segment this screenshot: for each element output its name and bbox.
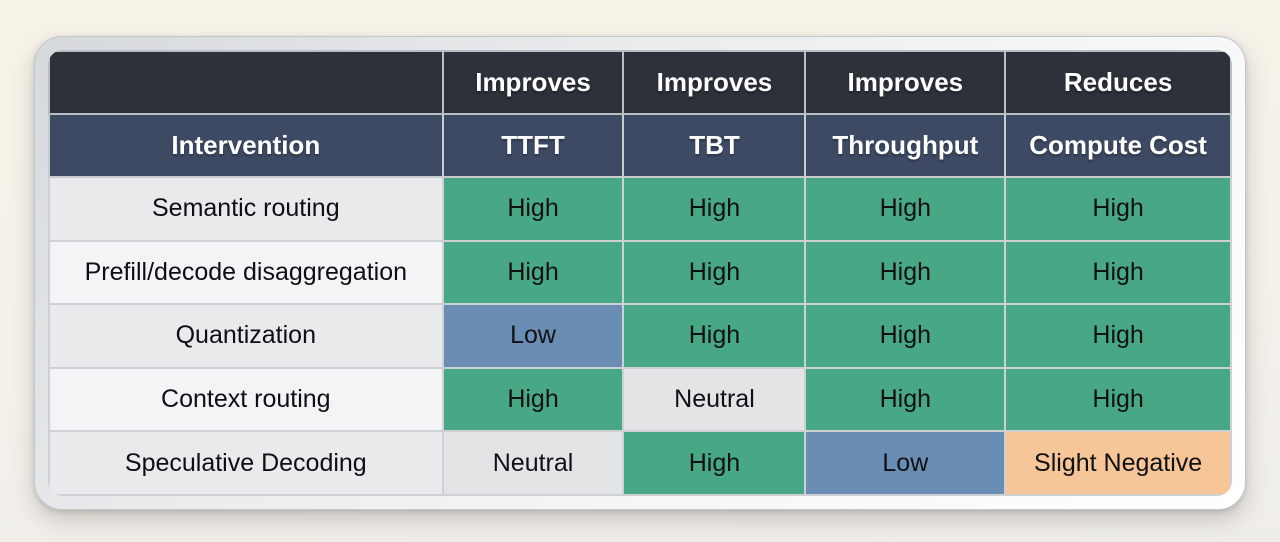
intervention-cell: Speculative Decoding xyxy=(48,430,444,496)
rating-cell-high: High xyxy=(622,239,807,306)
table-row: Quantization Low High High High xyxy=(48,303,1232,369)
header-ttft: TTFT xyxy=(441,113,625,178)
rating-cell-neutral: Neutral xyxy=(622,366,807,433)
table-card: Improves Improves Improves Reduces Inter… xyxy=(34,36,1246,510)
rating-cell-low: Low xyxy=(804,430,1007,496)
intervention-cell: Prefill/decode disaggregation xyxy=(48,239,444,306)
intervention-cell: Semantic routing xyxy=(48,176,444,242)
rating-cell-high: High xyxy=(622,303,807,369)
rating-cell-high: High xyxy=(441,176,625,242)
rating-cell-high: High xyxy=(804,303,1007,369)
interventions-table: Improves Improves Improves Reduces Inter… xyxy=(48,50,1232,496)
table-row: Context routing High Neutral High High xyxy=(48,366,1232,433)
rating-cell-high: High xyxy=(1004,303,1232,369)
header-row-metric: Intervention TTFT TBT Throughput Compute… xyxy=(48,113,1232,178)
header-intervention: Intervention xyxy=(48,113,444,178)
rating-cell-high: High xyxy=(622,176,807,242)
rating-cell-high: High xyxy=(804,239,1007,306)
table-row: Semantic routing High High High High xyxy=(48,176,1232,242)
rating-cell-high: High xyxy=(1004,176,1232,242)
header-throughput: Throughput xyxy=(804,113,1007,178)
table-row: Speculative Decoding Neutral High Low Slight… xyxy=(48,430,1232,496)
rating-cell-high: High xyxy=(441,366,625,433)
rating-cell-low: Low xyxy=(441,303,625,369)
table-row: Prefill/decode disaggregation High High Hig… xyxy=(48,239,1232,306)
header-improves-throughput: Improves xyxy=(804,50,1007,115)
header-blank-cell xyxy=(48,50,444,115)
rating-cell-high: High xyxy=(1004,239,1232,306)
rating-cell-high: High xyxy=(441,239,625,306)
table-frame-inner: Improves Improves Improves Reduces Inter… xyxy=(48,50,1232,496)
header-improves-ttft: Improves xyxy=(441,50,625,115)
header-compute-cost: Compute Cost xyxy=(1004,113,1232,178)
header-tbt: TBT xyxy=(622,113,807,178)
rating-cell-slight_negative: Slight Negative xyxy=(1004,430,1232,496)
intervention-cell: Quantization xyxy=(48,303,444,369)
table-body: Semantic routing High High High High Prefill/… xyxy=(48,176,1232,496)
rating-cell-neutral: Neutral xyxy=(441,430,625,496)
rating-cell-high: High xyxy=(622,430,807,496)
rating-cell-high: High xyxy=(804,366,1007,433)
rating-cell-high: High xyxy=(804,176,1007,242)
header-reduces-compute-cost: Reduces xyxy=(1004,50,1232,115)
intervention-cell: Context routing xyxy=(48,366,444,433)
rating-cell-high: High xyxy=(1004,366,1232,433)
header-row-direction: Improves Improves Improves Reduces xyxy=(48,50,1232,115)
header-improves-tbt: Improves xyxy=(622,50,807,115)
